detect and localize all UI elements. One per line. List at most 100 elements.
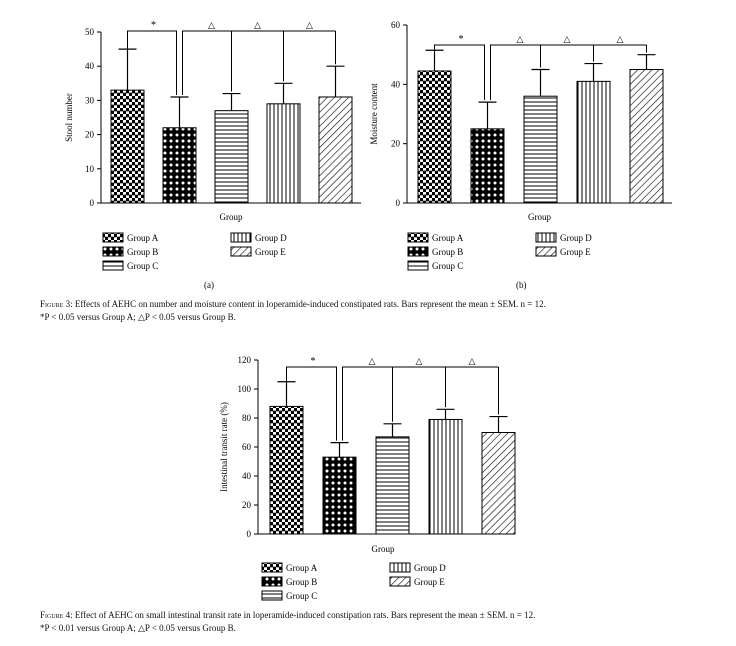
y-tick-label: 0 xyxy=(247,529,252,539)
sig-triangle: △ xyxy=(617,34,624,44)
y-tick-label: 60 xyxy=(242,442,252,452)
legend-swatch xyxy=(535,246,557,257)
sig-triangle: △ xyxy=(416,356,423,366)
bar-group-b xyxy=(322,456,357,535)
figure4-caption-line2: *P < 0.01 versus Group A; △P < 0.05 vers… xyxy=(40,623,236,633)
legend-swatch xyxy=(102,260,124,271)
legend-label: Group D xyxy=(255,233,287,243)
legend-swatch xyxy=(389,562,411,573)
x-axis-label: Group xyxy=(220,212,243,222)
y-tick-label: 20 xyxy=(391,139,401,149)
y-tick-label: 60 xyxy=(391,20,401,30)
figure4-caption-label: Figure 4 xyxy=(40,610,71,620)
legend-label: Group E xyxy=(414,577,445,587)
y-tick-label: 30 xyxy=(85,95,95,105)
bar-group-d xyxy=(428,418,463,535)
legend-label: Group A xyxy=(432,233,464,243)
legend-swatch xyxy=(102,246,124,257)
figure3-caption-label: Figure 3 xyxy=(40,299,71,309)
sig-triangle: △ xyxy=(369,356,376,366)
legend-swatch xyxy=(261,562,283,573)
sig-star: * xyxy=(459,34,464,45)
sig-bracket-triangle xyxy=(490,44,647,101)
y-tick-label: 100 xyxy=(238,384,252,394)
panel-label-b: (b) xyxy=(516,280,527,290)
y-tick-label: 0 xyxy=(90,198,95,208)
legend-label: Group E xyxy=(255,247,286,257)
sig-triangle: △ xyxy=(564,34,571,44)
bar-group-d xyxy=(266,103,301,204)
legend-swatch xyxy=(407,246,429,257)
legend-label: Group A xyxy=(127,233,159,243)
figure3-caption: Figure 3: Effects of AEHC on number and … xyxy=(40,298,710,324)
legend-swatch xyxy=(535,232,557,243)
bar-group-a xyxy=(269,405,304,535)
legend-a: Group A Group B Group C Group D Group E xyxy=(102,232,287,271)
sig-triangle: △ xyxy=(254,20,261,30)
bar-group-d xyxy=(576,80,611,204)
sig-triangle: △ xyxy=(306,20,313,30)
bar-group-c xyxy=(375,436,410,535)
y-tick-label: 10 xyxy=(85,164,95,174)
panel-label-a: (a) xyxy=(204,280,214,290)
sig-bracket-star xyxy=(434,44,485,101)
figure3-caption-text: : Effects of AEHC on number and moisture… xyxy=(70,299,546,309)
legend-label: Group B xyxy=(432,247,463,257)
bar-group-a xyxy=(110,89,145,204)
legend-swatch xyxy=(102,232,124,243)
legend-label: Group E xyxy=(560,247,591,257)
legend-swatch xyxy=(261,590,283,601)
figure4-caption-text: : Effect of AEHC on small intestinal tra… xyxy=(70,610,536,620)
legend-swatch xyxy=(230,246,252,257)
figure4-caption: Figure 4: Effect of AEHC on small intest… xyxy=(40,609,710,635)
sig-bracket-star xyxy=(127,30,177,95)
legend-swatch xyxy=(261,576,283,587)
legend-label: Group A xyxy=(286,563,318,573)
sig-star: * xyxy=(311,356,316,367)
legend-c: Group A Group B Group C Group D Group E xyxy=(261,562,446,601)
bar-group-b xyxy=(470,128,505,204)
sig-triangle: △ xyxy=(208,20,215,30)
sig-star: * xyxy=(151,20,156,31)
legend-swatch xyxy=(407,232,429,243)
x-axis-label: Group xyxy=(528,212,551,222)
legend-swatch xyxy=(407,260,429,271)
sig-bracket-triangle xyxy=(182,30,336,95)
y-axis-label: Moisture content xyxy=(369,83,379,145)
y-tick-label: 80 xyxy=(242,413,252,423)
legend-label: Group B xyxy=(286,577,317,587)
legend-b: Group A Group B Group C Group D Group E xyxy=(407,232,592,271)
y-axis-label: Stool number xyxy=(64,93,74,142)
bar-group-c xyxy=(214,110,249,204)
y-tick-label: 40 xyxy=(85,61,95,71)
sig-bracket-triangle xyxy=(342,366,499,441)
legend-label: Group C xyxy=(432,261,463,271)
y-tick-label: 50 xyxy=(85,27,95,37)
legend-swatch xyxy=(230,232,252,243)
sig-bracket-star xyxy=(286,366,337,441)
y-tick-label: 120 xyxy=(238,355,252,365)
legend-label: Group D xyxy=(560,233,592,243)
x-axis-label: Group xyxy=(372,544,395,554)
bar-group-a xyxy=(417,70,452,204)
y-tick-label: 0 xyxy=(396,198,401,208)
bar-group-e xyxy=(481,432,516,535)
legend-label: Group B xyxy=(127,247,158,257)
bar-group-e xyxy=(629,69,664,204)
y-tick-label: 40 xyxy=(391,79,401,89)
y-tick-label: 40 xyxy=(242,471,252,481)
figure3-caption-line2: *P < 0.05 versus Group A; △P < 0.05 vers… xyxy=(40,312,236,322)
legend-label: Group C xyxy=(286,591,317,601)
y-tick-label: 20 xyxy=(242,500,252,510)
chart-c: 0 20 40 60 80 100 120 Intestinal transit rate (… xyxy=(219,355,516,601)
legend-swatch xyxy=(389,576,411,587)
legend-label: Group D xyxy=(414,563,446,573)
sig-triangle: △ xyxy=(469,356,476,366)
bar-group-e xyxy=(318,96,353,204)
y-tick-label: 20 xyxy=(85,130,95,140)
bar-group-b xyxy=(162,127,197,204)
legend-label: Group C xyxy=(127,261,158,271)
